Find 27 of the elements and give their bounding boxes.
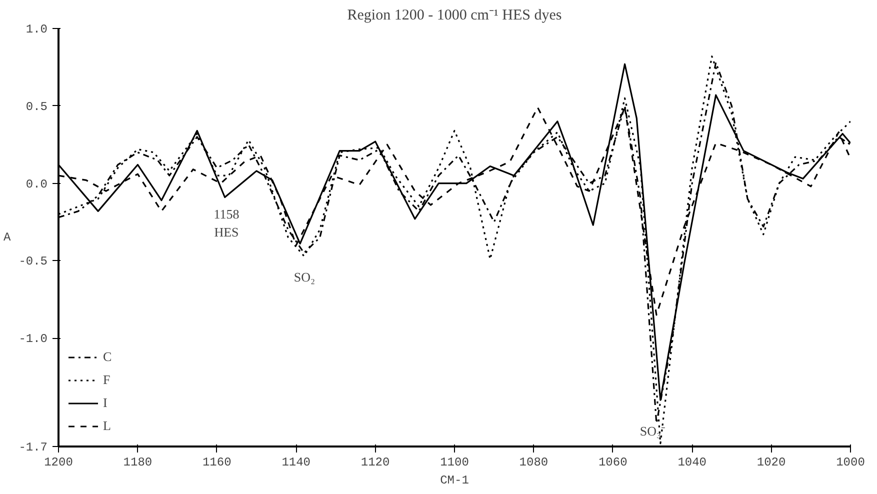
y-tick-label: 0.5 [26,100,48,114]
x-tick-label: 1020 [756,456,786,470]
x-tick-label: 1060 [598,456,628,470]
x-tick-label: 1140 [282,456,311,470]
legend-label: C [103,349,113,365]
x-tick-label: 1000 [836,456,865,470]
y-tick-label: 0.0 [26,177,48,192]
x-tick-label: 1080 [519,456,548,470]
legend-label: L [103,418,112,434]
y-tick-label: -1.0 [18,332,48,346]
annotation: SO₃⁻ [640,423,666,438]
y-axis-title: A [3,230,12,244]
x-tick-label: 1100 [440,456,469,470]
x-tick-label: 1160 [202,456,232,470]
y-tick-label: -1.7 [18,440,48,454]
x-tick-label: 1200 [44,456,73,470]
annotation: SO₂ [294,270,316,284]
legend-label: I [103,395,108,411]
x-tick-label: 1180 [123,456,152,470]
x-tick-label: 1040 [678,456,707,470]
x-axis-title: CM-1 [440,474,469,488]
legend-label: F [103,372,112,388]
annotation: 1158 HES [214,206,240,240]
chart-title: Region 1200 - 1000 cm⁻¹ HES dyes [347,8,562,24]
y-tick-label: -0.5 [18,254,48,269]
y-tick-label: 1.0 [26,22,48,36]
x-tick-label: 1120 [360,456,390,470]
